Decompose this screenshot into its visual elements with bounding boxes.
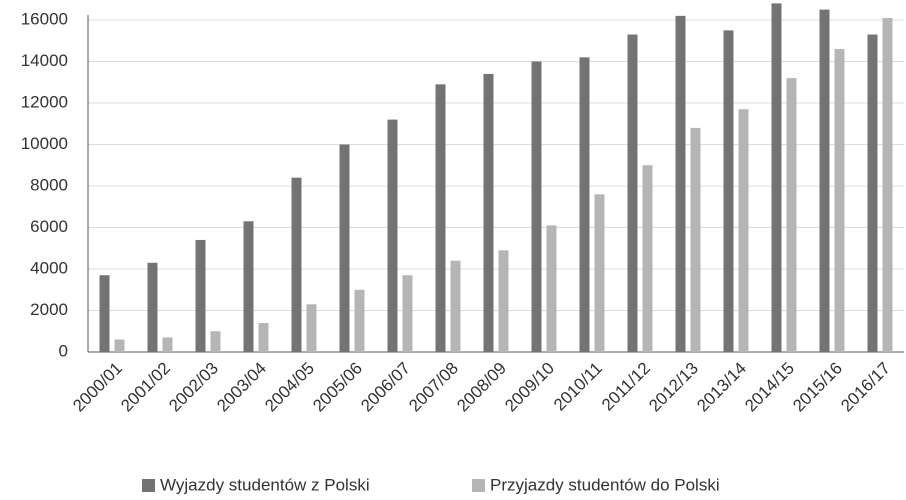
bar	[147, 262, 158, 352]
x-tick-label: 2009/10	[501, 359, 558, 416]
y-tick-label: 4000	[30, 258, 68, 277]
x-tick-label: 2005/06	[309, 359, 366, 416]
bar	[483, 73, 494, 352]
bar	[258, 322, 269, 352]
bar	[579, 57, 590, 352]
x-tick-label: 2010/11	[550, 359, 606, 415]
y-tick-label: 8000	[30, 175, 68, 194]
y-tick-label: 6000	[30, 217, 68, 236]
bar	[771, 3, 782, 353]
bar	[819, 9, 830, 352]
x-tick-label: 2006/07	[357, 359, 414, 416]
x-tick-label: 2002/03	[165, 359, 222, 416]
bar	[402, 275, 413, 352]
bar	[387, 119, 398, 352]
bar	[531, 61, 542, 352]
bar	[306, 304, 317, 352]
bar	[162, 337, 173, 352]
bar	[435, 84, 446, 352]
bar	[546, 225, 557, 352]
x-tick-label: 2015/16	[789, 359, 846, 416]
x-tick-label: 2012/13	[645, 359, 702, 416]
legend-swatch	[142, 479, 155, 492]
x-tick-label: 2011/12	[598, 359, 654, 415]
y-tick-label: 14000	[21, 51, 68, 70]
x-tick-label: 2001/02	[117, 359, 174, 416]
bar	[642, 165, 653, 352]
bar	[627, 34, 638, 353]
x-tick-label: 2014/15	[741, 359, 798, 416]
x-tick-label: 2013/14	[693, 359, 750, 416]
bar	[834, 49, 845, 353]
bar	[195, 239, 206, 352]
bar	[243, 221, 254, 352]
bar	[498, 250, 509, 352]
x-tick-label: 2000/01	[69, 359, 126, 416]
x-tick-label: 2007/08	[405, 359, 462, 416]
bar	[723, 30, 734, 352]
bar	[786, 78, 797, 352]
bar	[99, 275, 110, 352]
bar	[738, 109, 749, 352]
bar	[594, 194, 605, 352]
x-tick-label: 2003/04	[213, 359, 270, 416]
bar	[210, 331, 221, 352]
x-tick-label: 2016/17	[837, 359, 894, 416]
bar	[291, 177, 302, 352]
y-tick-label: 2000	[30, 300, 68, 319]
x-tick-label: 2008/09	[453, 359, 510, 416]
legend-label: Przyjazdy studentów do Polski	[490, 475, 720, 494]
x-tick-label: 2004/05	[261, 359, 318, 416]
bar	[882, 17, 893, 353]
bar	[675, 15, 686, 352]
legend-label: Wyjazdy studentów z Polski	[160, 475, 370, 494]
bar	[354, 289, 365, 352]
legend-swatch	[472, 479, 485, 492]
y-tick-label: 16000	[21, 9, 68, 28]
bar	[690, 127, 701, 353]
y-tick-label: 10000	[21, 134, 68, 153]
bar	[450, 260, 461, 352]
bar	[339, 144, 350, 352]
bar	[867, 34, 878, 353]
bar	[114, 339, 125, 352]
y-tick-label: 12000	[21, 92, 68, 111]
y-tick-label: 0	[59, 341, 68, 360]
